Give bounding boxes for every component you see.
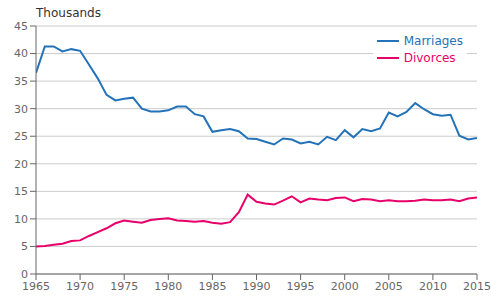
html-text:Thousands: Thousands (36, 6, 101, 20)
svg-text:30: 30 (14, 103, 28, 116)
svg-text:25: 25 (14, 130, 28, 143)
svg-text:2000: 2000 (331, 280, 359, 293)
html-text:Divorces: Divorces (403, 51, 456, 65)
svg-text:1970: 1970 (66, 280, 94, 293)
svg-text:2005: 2005 (375, 280, 403, 293)
svg-text:1985: 1985 (198, 280, 226, 293)
svg-text:1995: 1995 (287, 280, 315, 293)
svg-text:1975: 1975 (110, 280, 138, 293)
svg-text:1980: 1980 (154, 280, 182, 293)
svg-text:15: 15 (14, 185, 28, 198)
html-text:Marriages: Marriages (403, 34, 463, 48)
svg-text:5: 5 (21, 240, 28, 253)
svg-text:45: 45 (14, 20, 28, 33)
svg-text:20: 20 (14, 158, 28, 171)
svg-text:1965: 1965 (22, 280, 50, 293)
svg-text:40: 40 (14, 47, 28, 60)
svg-text:10: 10 (14, 213, 28, 226)
svg-text:0: 0 (21, 268, 28, 281)
svg-text:35: 35 (14, 75, 28, 88)
svg-text:2010: 2010 (419, 280, 447, 293)
svg-text:2015: 2015 (463, 280, 483, 293)
svg-text:1990: 1990 (243, 280, 271, 293)
